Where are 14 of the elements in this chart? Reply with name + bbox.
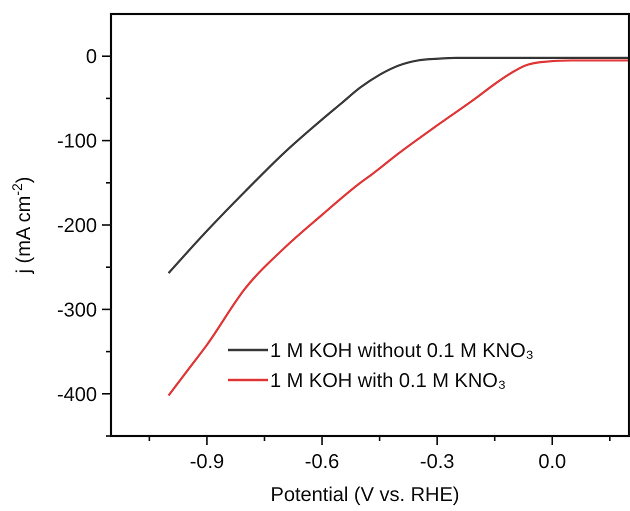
y-tick-label: 0 xyxy=(86,46,97,68)
legend-label: 1 M KOH without 0.1 M KNO₃ xyxy=(270,340,534,362)
y-tick-label: -100 xyxy=(56,130,97,153)
y-tick-label: -300 xyxy=(56,299,97,322)
x-tick-label: -0.6 xyxy=(304,451,340,473)
legend-label: 1 M KOH with 0.1 M KNO₃ xyxy=(270,370,506,392)
x-axis-title: Potential (V vs. RHE) xyxy=(270,484,460,506)
x-tick-label: 0.0 xyxy=(538,451,566,473)
x-tick-label: -0.3 xyxy=(420,451,454,473)
line-series xyxy=(167,56,629,274)
y-tick-label: -200 xyxy=(56,215,97,237)
y-tick-label: -400 xyxy=(56,384,97,406)
line-series xyxy=(167,59,629,397)
x-tick-label: -0.9 xyxy=(190,451,224,473)
